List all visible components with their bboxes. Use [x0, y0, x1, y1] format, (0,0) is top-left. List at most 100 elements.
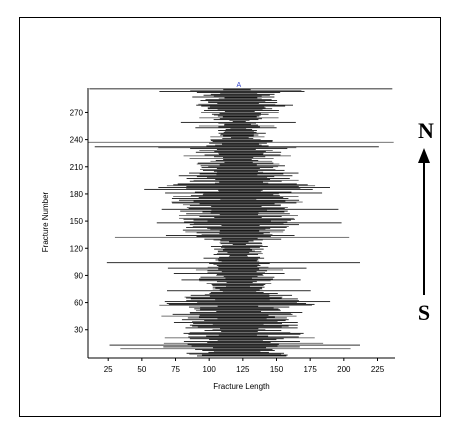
fracture-bar [189, 180, 282, 182]
fracture-bar [215, 299, 270, 301]
fracture-bar [198, 316, 275, 318]
fracture-bar [193, 219, 291, 221]
fracture-bar [219, 256, 260, 258]
fracture-bar [182, 229, 285, 231]
fracture-bar [216, 149, 256, 150]
fracture-bar [219, 153, 264, 155]
fracture-bar [189, 353, 282, 355]
fracture-bar [166, 290, 311, 292]
fracture-bar [188, 336, 299, 338]
fracture-bar [191, 345, 278, 347]
y-axis-title: Fracture Number [41, 191, 50, 252]
fracture-bar [178, 199, 300, 201]
fracture-bar [207, 270, 268, 272]
fracture-bar [225, 129, 253, 131]
fracture-bar [192, 325, 289, 327]
fracture-bar [213, 254, 259, 255]
fracture-bar [228, 255, 248, 257]
fracture-bar [186, 178, 290, 179]
fracture-bar [221, 246, 260, 248]
fracture-bar [227, 252, 250, 254]
fracture-bar [222, 291, 257, 293]
fracture-bar [192, 226, 289, 227]
fracture-bar [204, 330, 282, 332]
fracture-bar [220, 92, 258, 94]
fracture-bar [165, 192, 323, 194]
fracture-bar [214, 248, 264, 250]
fracture-bar [213, 95, 262, 97]
x-axis: 25 50 75 100 125 150 175 200 225 [104, 358, 385, 374]
fracture-bar [213, 239, 263, 241]
fracture-bar [214, 217, 262, 218]
fracture-bar [190, 294, 293, 296]
fracture-bar [210, 136, 265, 138]
fracture-bar [212, 140, 273, 142]
fracture-bar [232, 244, 246, 245]
fracture-bar [186, 213, 290, 215]
fracture-bar [219, 242, 262, 244]
fracture-bar [185, 327, 298, 329]
fracture-bar [214, 182, 269, 184]
fracture-bar [212, 329, 266, 331]
fracture-bar [193, 223, 284, 225]
fracture-bar [217, 115, 260, 117]
fracture-bar [198, 197, 284, 198]
fracture-bar [215, 287, 263, 289]
fracture-bar [220, 240, 254, 242]
fracture-bar [202, 194, 274, 196]
fracture-bar [194, 191, 292, 193]
fracture-bar [196, 163, 280, 165]
fracture-bar [190, 298, 298, 300]
fracture-bar [199, 117, 279, 119]
fracture-bar [200, 169, 276, 170]
fracture-bar [226, 282, 253, 284]
fracture-bar [196, 176, 275, 178]
fracture-bar [197, 162, 274, 164]
y-tick-label: 60 [74, 299, 83, 308]
fracture-bar [210, 93, 275, 95]
fracture-bar [199, 150, 273, 151]
fracture-bar [219, 164, 257, 166]
fracture-bar [209, 339, 277, 341]
fracture-bar [218, 190, 261, 192]
fracture-bar [207, 272, 265, 274]
fracture-bar [180, 210, 288, 212]
fracture-bar [173, 273, 285, 274]
fracture-bar [198, 125, 275, 127]
fracture-bar [212, 284, 264, 286]
fracture-bar [221, 225, 260, 226]
fracture-bar [161, 315, 297, 317]
fracture-bar [173, 196, 299, 198]
fracture-bar [216, 311, 262, 312]
fracture-bar [195, 127, 277, 129]
fracture-bar [183, 155, 291, 157]
fracture-bar [109, 344, 360, 346]
fracture-bar [219, 230, 260, 232]
fracture-bar [223, 159, 252, 160]
fracture-bar [213, 264, 260, 265]
fracture-bar [186, 188, 301, 189]
fracture-bar [159, 91, 305, 92]
x-tick-label: 200 [337, 365, 351, 374]
fracture-bar [180, 121, 296, 123]
fracture-bar [219, 112, 261, 114]
y-tick-label: 270 [70, 108, 84, 117]
y-tick-label: 210 [70, 163, 84, 172]
fracture-bar [222, 249, 253, 251]
fracture-bar [195, 310, 281, 312]
fracture-bar [208, 101, 266, 102]
fracture-bar [207, 266, 269, 268]
fracture-bar [211, 209, 267, 211]
fracture-bar [206, 177, 268, 178]
fracture-bar [166, 303, 307, 304]
fracture-bar [221, 271, 257, 273]
fracture-bar [216, 274, 263, 275]
fracture-bar [168, 303, 315, 305]
fracture-bar [222, 138, 254, 140]
fracture-bar [222, 116, 257, 118]
fracture-bar [226, 285, 250, 287]
fracture-bar [114, 236, 350, 238]
fracture-bar [218, 260, 257, 262]
fracture-bar [199, 280, 271, 282]
fracture-bar [193, 200, 286, 202]
